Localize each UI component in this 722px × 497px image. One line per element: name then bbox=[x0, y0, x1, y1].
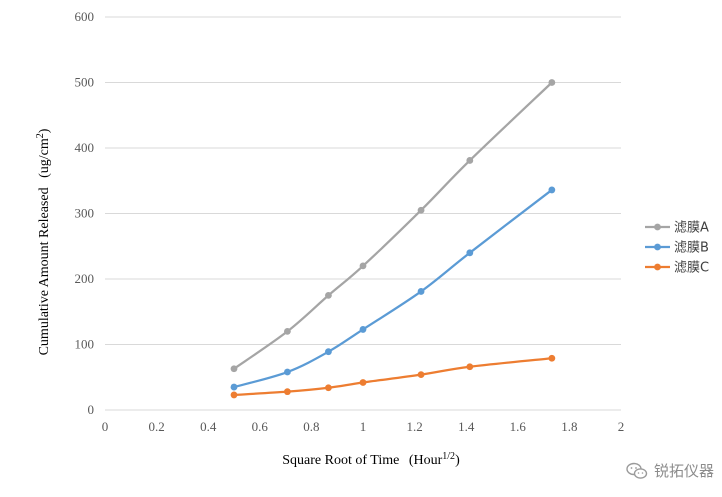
y-tick-label: 400 bbox=[75, 140, 95, 155]
series-line-3 bbox=[232, 357, 553, 397]
y-axis-title: Cumulative Amount Released (ug/cm2) bbox=[35, 128, 52, 355]
y-axis-unit-sup: 2 bbox=[35, 133, 46, 138]
legend-label: 滤膜A bbox=[674, 221, 709, 236]
data-point bbox=[548, 79, 556, 86]
data-point bbox=[359, 262, 367, 270]
gridlines bbox=[105, 16, 621, 345]
x-axis-unit-base: (Hour bbox=[409, 453, 443, 468]
data-point bbox=[466, 157, 474, 164]
data-point bbox=[466, 363, 474, 371]
legend-marker bbox=[654, 243, 661, 251]
y-axis-unit-close: ) bbox=[37, 128, 52, 133]
data-point bbox=[417, 288, 425, 295]
x-axis-unit-close: ) bbox=[455, 453, 460, 468]
y-tick-label: 200 bbox=[75, 271, 95, 286]
data-point bbox=[230, 391, 238, 399]
data-point bbox=[548, 354, 556, 362]
legend: 滤膜A 滤膜B 滤膜C bbox=[645, 221, 709, 276]
legend-marker bbox=[654, 263, 661, 271]
legend-label: 滤膜B bbox=[674, 241, 709, 256]
x-tick-label: 2 bbox=[618, 419, 625, 434]
x-tick-label: 1.6 bbox=[510, 419, 527, 434]
x-tick-label: 1.8 bbox=[561, 419, 577, 434]
data-point bbox=[284, 388, 291, 396]
data-point bbox=[325, 384, 332, 392]
y-tick-label: 300 bbox=[75, 206, 95, 221]
x-tick-label: 1.4 bbox=[458, 419, 475, 434]
x-axis-title: Square Root of Time (Hour1/2) bbox=[282, 451, 460, 468]
legend-label: 滤膜C bbox=[674, 261, 709, 276]
data-point bbox=[417, 206, 425, 214]
y-tick-label: 500 bbox=[75, 75, 95, 90]
data-point bbox=[359, 379, 367, 386]
x-axis-title-text: Square Root of Time bbox=[282, 453, 399, 468]
x-axis-unit-sup: 1/2 bbox=[442, 451, 455, 462]
x-tick-label: 0.4 bbox=[200, 419, 217, 434]
y-tick-labels: 0 100 200 300 400 500 600 bbox=[75, 9, 95, 417]
y-axis-title-text: Cumulative Amount Released bbox=[37, 187, 52, 355]
data-point bbox=[359, 326, 367, 333]
data-point bbox=[548, 186, 556, 194]
data-point bbox=[284, 328, 291, 335]
data-point bbox=[466, 249, 474, 257]
legend-marker bbox=[654, 223, 661, 231]
series-line-2 bbox=[232, 188, 553, 389]
y-tick-label: 600 bbox=[75, 9, 95, 24]
x-tick-label: 0.2 bbox=[148, 419, 164, 434]
y-tick-label: 100 bbox=[75, 337, 95, 352]
x-tick-label: 1 bbox=[360, 419, 367, 434]
series-group bbox=[230, 79, 556, 399]
x-tick-label: 0 bbox=[102, 419, 109, 434]
x-tick-label: 0.8 bbox=[303, 419, 319, 434]
watermark: 锐拓仪器 bbox=[626, 460, 714, 481]
data-point bbox=[417, 371, 425, 379]
data-point bbox=[230, 365, 238, 373]
y-axis-unit-base: (ug/cm bbox=[37, 138, 52, 178]
x-tick-label: 0.6 bbox=[252, 419, 269, 434]
x-tick-labels: 0 0.2 0.4 0.6 0.8 1 1.2 1.4 1.6 1.8 2 bbox=[102, 419, 625, 434]
wechat-icon bbox=[626, 462, 648, 479]
data-point bbox=[325, 348, 332, 356]
watermark-text: 锐拓仪器 bbox=[653, 462, 714, 480]
data-point bbox=[284, 368, 291, 376]
y-tick-label: 0 bbox=[88, 402, 95, 417]
x-tick-label: 1.2 bbox=[406, 419, 422, 434]
data-point bbox=[230, 383, 238, 391]
data-point bbox=[325, 291, 332, 299]
